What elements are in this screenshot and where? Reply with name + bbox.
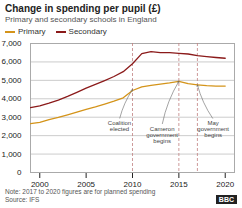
svg-text:Camerongovernmentbegins: Camerongovernmentbegins [146, 126, 178, 144]
svg-text:Coalitionelected: Coalitionelected [108, 120, 131, 132]
html-text:Note: 2017 to 2020 figures are: Note: 2017 to 2020 figures are for plann… [5, 188, 156, 195]
svg-text:0: 0 [17, 168, 22, 177]
svg-text:2005: 2005 [77, 180, 95, 188]
svg-text:2020: 2020 [216, 180, 234, 188]
svg-text:2010: 2010 [124, 180, 142, 188]
svg-text:4,000: 4,000 [1, 94, 22, 103]
html-text:Secondary: Secondary [68, 27, 107, 36]
svg-text:3,000: 3,000 [1, 113, 22, 122]
html-text:Primary: Primary [18, 27, 46, 36]
html-text:BBC: BBC [218, 196, 234, 203]
svg-text:2015: 2015 [170, 180, 188, 188]
svg-text:2,000: 2,000 [1, 131, 22, 140]
svg-text:1,000: 1,000 [1, 150, 22, 159]
html-text:Primary and secondary schools: Primary and secondary schools in England [5, 15, 157, 24]
html-text:Change in spending per pupil (: Change in spending per pupil (£) [5, 3, 161, 14]
svg-text:Maygovernmentbegins: Maygovernmentbegins [197, 120, 229, 138]
svg-text:2000: 2000 [31, 180, 49, 188]
svg-text:6,000: 6,000 [1, 57, 22, 66]
svg-text:5,000: 5,000 [1, 76, 22, 85]
svg-text:7,000: 7,000 [1, 39, 22, 48]
html-text:Source: IFS: Source: IFS [5, 196, 40, 203]
